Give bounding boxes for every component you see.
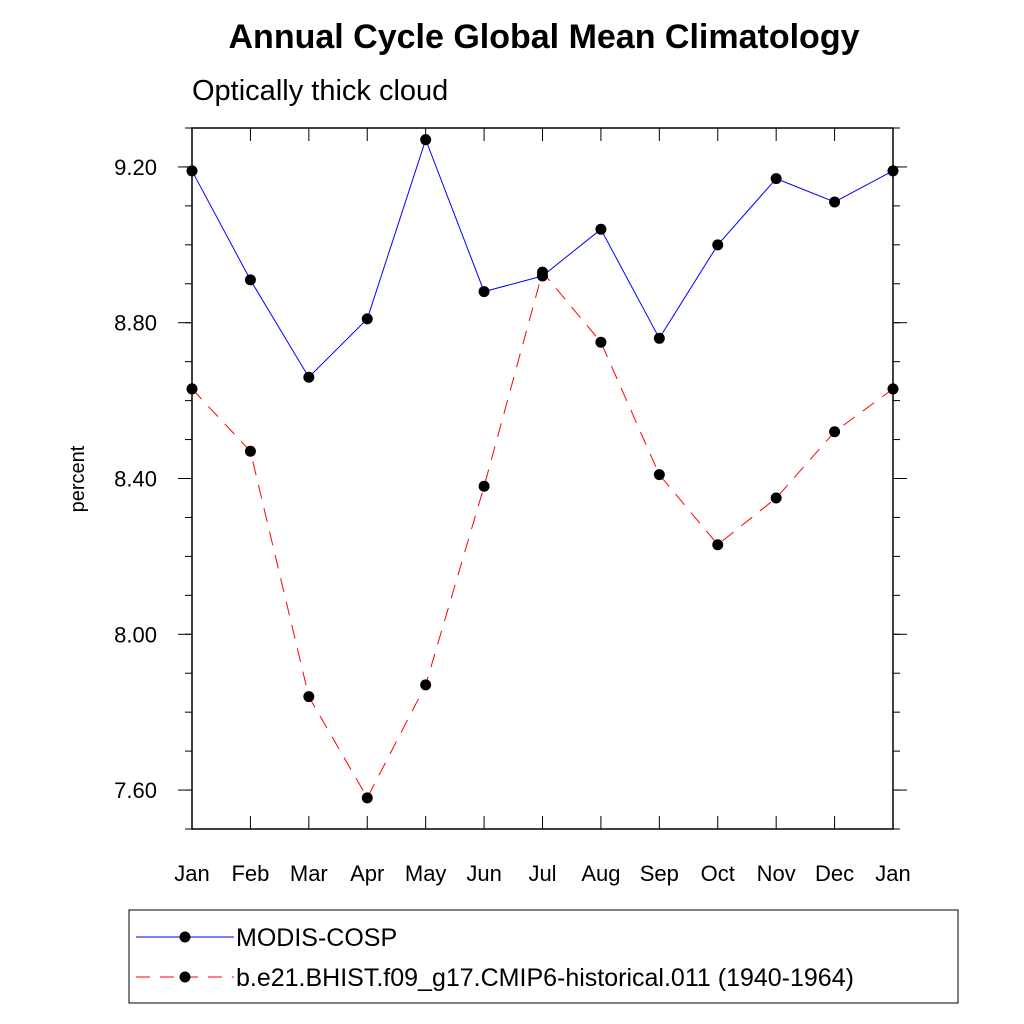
- data-point-series-1: [829, 426, 841, 438]
- data-point-series-0: [712, 239, 724, 251]
- data-point-series-0: [420, 134, 432, 146]
- y-tick-label: 8.80: [114, 311, 157, 336]
- data-point-series-0: [361, 313, 373, 325]
- x-tick-label: May: [405, 861, 447, 886]
- legend-marker-cesm: [179, 971, 191, 983]
- data-point-series-1: [770, 492, 782, 504]
- legend: MODIS-COSP b.e21.BHIST.f09_g17.CMIP6-his…: [128, 909, 959, 1004]
- data-point-series-1: [537, 266, 548, 278]
- x-tick-label: Aug: [581, 861, 620, 886]
- legend-label-cesm: b.e21.BHIST.f09_g17.CMIP6-historical.011…: [236, 964, 854, 992]
- x-tick-label: Oct: [701, 861, 735, 886]
- x-tick-label: Mar: [290, 861, 328, 886]
- data-point-series-0: [770, 173, 782, 185]
- series-line-1: [191, 271, 894, 799]
- data-point-series-1: [595, 336, 607, 348]
- plot-frame: [191, 127, 894, 830]
- data-point-series-1: [420, 679, 432, 691]
- x-tick-label: Dec: [815, 861, 854, 886]
- chart-subtitle: Optically thick cloud: [192, 75, 448, 107]
- y-tick-label: 7.60: [114, 778, 157, 803]
- x-tick-label: Jun: [466, 861, 501, 886]
- legend-entry-modis: MODIS-COSP: [136, 924, 397, 952]
- data-point-series-0: [303, 371, 315, 383]
- y-tick-label: 8.40: [114, 467, 157, 492]
- x-tick-label: Jan: [174, 861, 209, 886]
- series-line-0: [191, 138, 894, 379]
- legend-box: [128, 909, 959, 1004]
- data-point-series-0: [595, 223, 607, 235]
- data-point-series-1: [303, 691, 315, 703]
- legend-marker-modis: [179, 931, 191, 943]
- data-point-series-1: [712, 539, 724, 551]
- x-tick-label: Apr: [350, 861, 384, 886]
- x-tick-label: Nov: [757, 861, 796, 886]
- chart-title: Annual Cycle Global Mean Climatology: [229, 18, 860, 56]
- data-point-series-1: [361, 792, 373, 804]
- data-point-series-0: [244, 274, 256, 286]
- y-axis-label: percent: [67, 445, 89, 512]
- data-point-series-0: [478, 286, 490, 298]
- data-point-series-0: [829, 196, 841, 208]
- data-point-series-1: [653, 469, 665, 481]
- y-tick-label: 8.00: [114, 622, 157, 647]
- x-tick-label: Sep: [640, 861, 679, 886]
- x-tick-label: Feb: [231, 861, 269, 886]
- legend-label-modis: MODIS-COSP: [236, 924, 397, 952]
- legend-entry-cesm: b.e21.BHIST.f09_g17.CMIP6-historical.011…: [136, 964, 854, 992]
- data-point-series-1: [244, 445, 256, 457]
- y-tick-label: 9.20: [114, 155, 157, 180]
- x-tick-label: Jul: [528, 861, 556, 886]
- x-tick-label: Jan: [875, 861, 910, 886]
- data-point-series-1: [478, 480, 490, 492]
- data-point-series-0: [653, 332, 665, 344]
